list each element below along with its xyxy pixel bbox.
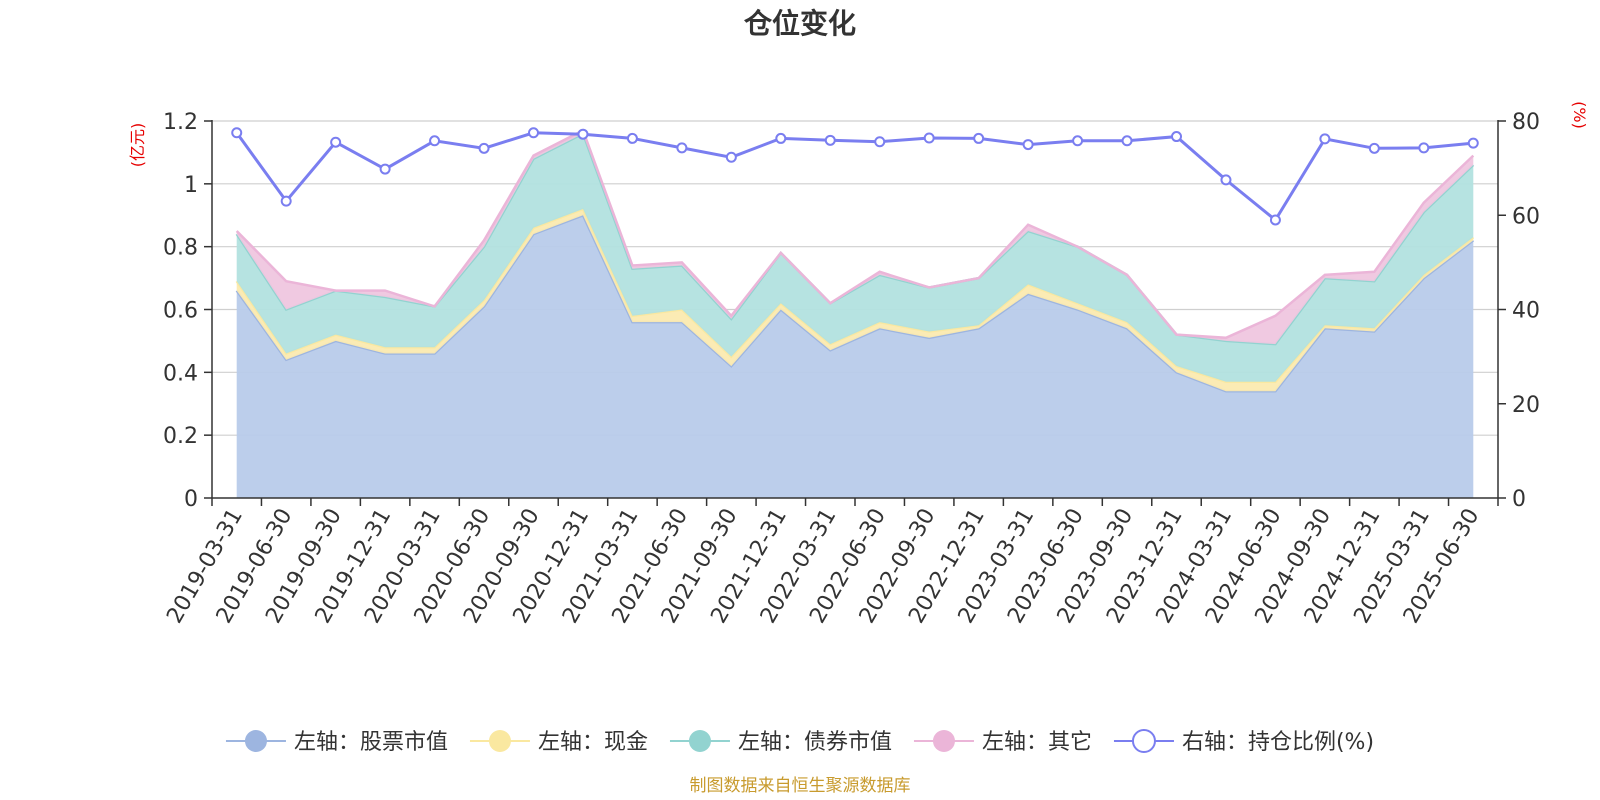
- holding-ratio-point: [478, 142, 490, 154]
- right-axis-tick-label: 0: [1512, 487, 1526, 512]
- holding-ratio-point: [280, 195, 292, 207]
- holding-ratio-point: [775, 132, 787, 144]
- holding-ratio-point: [1269, 214, 1281, 226]
- left-axis-tick-label: 0.6: [163, 299, 198, 324]
- holding-ratio-point: [626, 132, 638, 144]
- holding-ratio-point: [923, 132, 935, 144]
- holding-ratio-point: [1467, 137, 1479, 149]
- left-axis-tick-label: 0: [184, 487, 198, 512]
- holding-ratio-point: [973, 132, 985, 144]
- holding-ratio-point: [528, 127, 539, 139]
- legend-marker-circle: [932, 730, 955, 752]
- legend-label: 左轴：现金: [538, 730, 648, 755]
- holding-ratio-point: [1072, 135, 1084, 147]
- holding-ratio-point: [379, 163, 391, 175]
- right-axis-tick-label: 60: [1512, 204, 1540, 229]
- holding-ratio-point: [429, 135, 441, 147]
- right-axis-tick-label: 80: [1512, 110, 1540, 135]
- right-axis-tick-label: 20: [1512, 393, 1540, 418]
- left-axis-tick-label: 1: [184, 173, 198, 198]
- legend-label: 左轴：债券市值: [738, 730, 892, 755]
- legend-label: 右轴：持仓比例(%): [1182, 730, 1374, 755]
- holding-ratio-point: [577, 128, 589, 140]
- holding-ratio-point: [1418, 142, 1430, 154]
- holding-ratio-point: [1368, 142, 1380, 154]
- holding-ratio-point: [330, 136, 342, 148]
- area-series-1: [236, 215, 1474, 499]
- holding-ratio-point: [824, 134, 836, 146]
- holding-ratio-point: [676, 142, 688, 154]
- holding-ratio-point: [725, 151, 737, 163]
- legend: 左轴：股票市值 左轴：现金 左轴：债券市值 左轴：其它 右轴：持仓比例(%): [225, 729, 1374, 755]
- legend-label: 左轴：股票市值: [294, 730, 448, 755]
- left-axis-unit: (亿元): [128, 123, 147, 168]
- holding-ratio-line: [231, 127, 1479, 226]
- stacked-areas: [235, 128, 1475, 499]
- holding-ratio-point: [1319, 133, 1331, 145]
- legend-marker-circle: [244, 730, 267, 752]
- legend-marker-circle: [488, 730, 511, 752]
- holding-ratio-point: [1121, 135, 1133, 147]
- chart-title: 仓位变化: [744, 7, 856, 40]
- holding-ratio-path: [235, 131, 1474, 223]
- right-axis-unit: (%): [1570, 101, 1589, 129]
- legend-label: 左轴：其它: [982, 730, 1092, 755]
- left-axis-tick-label: 0.8: [163, 236, 198, 261]
- left-axis-tick-label: 0.2: [163, 424, 198, 449]
- data-source-note: 制图数据来自恒生聚源数据库: [690, 776, 911, 796]
- holding-ratio-point: [1220, 174, 1232, 186]
- holding-ratio-point: [1022, 139, 1034, 151]
- right-axis-tick-label: 40: [1512, 299, 1540, 324]
- left-axis-tick-label: 0.4: [163, 361, 198, 386]
- legend-marker-circle: [688, 730, 711, 752]
- legend-marker-hollow-circle: [1131, 729, 1156, 753]
- holding-ratio-point: [231, 127, 243, 139]
- left-axis-tick-label: 1.2: [163, 110, 198, 135]
- holding-ratio-point: [874, 136, 886, 148]
- area-series-4-edge: [235, 128, 1475, 340]
- holding-ratio-point: [1171, 131, 1182, 143]
